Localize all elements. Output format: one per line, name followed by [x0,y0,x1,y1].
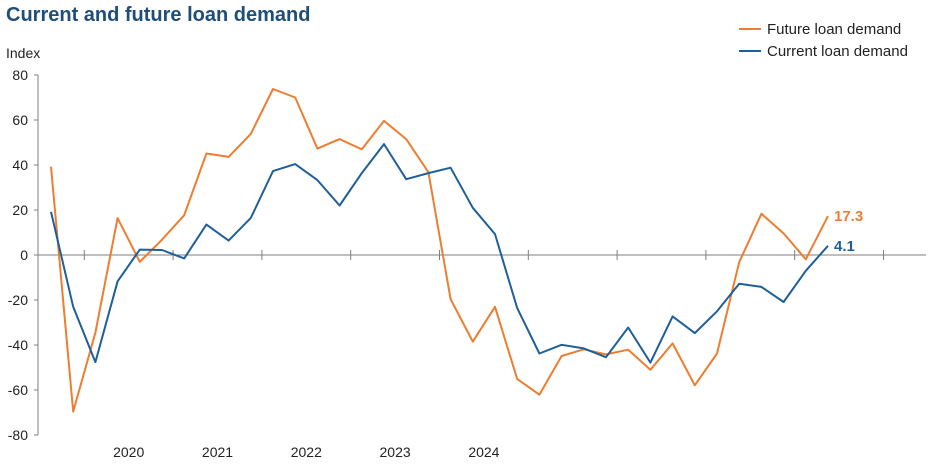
legend-swatch-future [739,28,761,30]
y-tick-label: -60 [8,382,28,398]
y-axis: 80 60 40 20 0 -20 -40 -60 -80 [8,67,39,443]
x-tick-label: 2022 [291,444,322,460]
x-tick-label: 2023 [380,444,411,460]
x-tick-label: 2024 [468,444,499,460]
chart-title: Current and future loan demand [6,4,311,26]
series-line-current [50,143,829,364]
y-tick-label: 80 [12,67,28,83]
y-axis-label: Index [6,45,40,61]
y-tick-label: 60 [12,112,28,128]
y-tick-label: 0 [20,247,28,263]
y-tick-label: -40 [8,337,28,353]
y-tick-label: 20 [12,202,28,218]
x-tick-label: 2021 [202,444,233,460]
y-tick-label: -20 [8,292,28,308]
x-axis: 2020 2021 2022 2023 2024 [38,250,926,460]
legend-label-current: Current loan demand [767,42,908,60]
end-labels: 17.3 4.1 [834,208,863,255]
y-tick-label: 40 [12,157,28,173]
end-label-current: 4.1 [834,238,855,255]
series-line-future [50,88,829,413]
end-label-future: 17.3 [834,208,863,225]
legend-label-future: Future loan demand [767,20,902,38]
series-lines [50,88,829,413]
legend-item-future: Future loan demand [739,18,908,40]
legend-item-current: Current loan demand [739,40,908,62]
legend-swatch-current [739,50,761,52]
y-tick-label: -80 [8,427,28,443]
chart-legend: Future loan demand Current loan demand [739,18,908,62]
x-tick-label: 2020 [113,444,144,460]
